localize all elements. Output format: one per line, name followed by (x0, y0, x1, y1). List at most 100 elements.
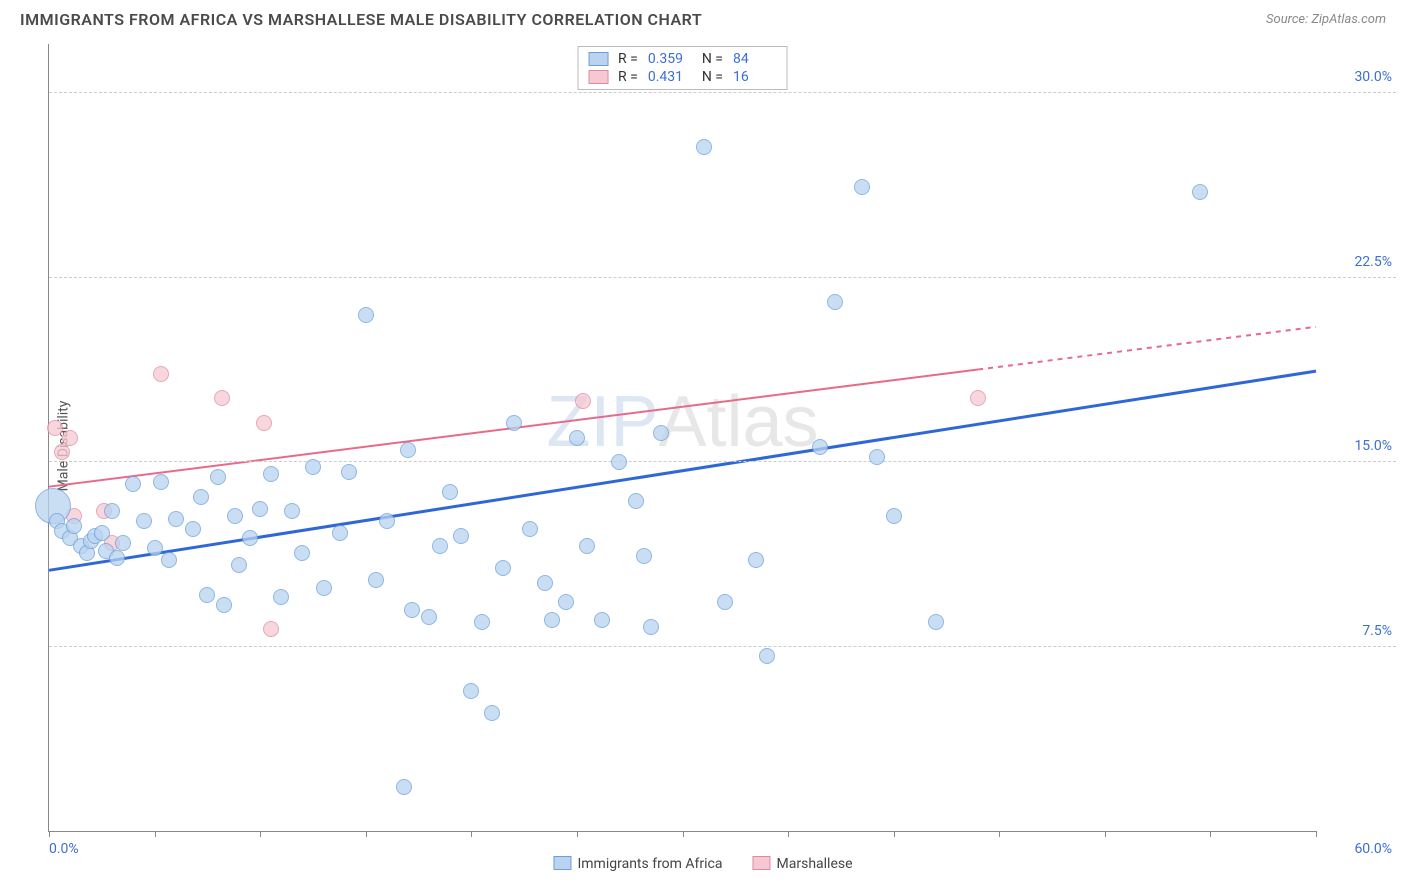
y-tick-label: 7.5% (1332, 623, 1392, 639)
data-point (216, 597, 232, 613)
x-tick (155, 831, 156, 837)
data-point (636, 548, 652, 564)
legend-r-label: R = (618, 69, 638, 85)
data-point (827, 294, 843, 310)
data-point (252, 501, 268, 517)
data-point (812, 439, 828, 455)
trend-lines (49, 44, 1316, 831)
data-point (643, 619, 659, 635)
data-point (54, 444, 70, 460)
data-point (854, 179, 870, 195)
data-point (400, 442, 416, 458)
scatter-chart: ZIPAtlas R =0.359N =84R =0.431N =16 7.5%… (48, 44, 1316, 832)
data-point (199, 587, 215, 603)
legend-swatch (553, 856, 571, 870)
data-point (109, 550, 125, 566)
data-point (759, 648, 775, 664)
data-point (432, 538, 448, 554)
legend-r-label: R = (618, 51, 638, 67)
data-point (1192, 184, 1208, 200)
y-tick-label: 22.5% (1332, 254, 1392, 270)
data-point (231, 557, 247, 573)
data-point (263, 466, 279, 482)
data-point (522, 521, 538, 537)
legend-series: Immigrants from Africa Marshallese (553, 856, 852, 872)
data-point (256, 415, 272, 431)
data-point (537, 575, 553, 591)
legend-label: Immigrants from Africa (577, 856, 722, 872)
x-tick (788, 831, 789, 837)
data-point (558, 594, 574, 610)
x-tick-label: 0.0% (49, 841, 79, 857)
data-point (748, 552, 764, 568)
data-point (115, 535, 131, 551)
data-point (62, 430, 78, 446)
data-point (153, 474, 169, 490)
legend-label: Marshallese (777, 856, 853, 872)
data-point (161, 552, 177, 568)
data-point (294, 545, 310, 561)
data-point (463, 683, 479, 699)
gridline (49, 646, 1396, 647)
data-point (928, 614, 944, 630)
source-label: Source: ZipAtlas.com (1266, 12, 1386, 27)
x-tick (366, 831, 367, 837)
x-tick (683, 831, 684, 837)
data-point (305, 459, 321, 475)
x-tick (49, 831, 50, 837)
data-point (358, 307, 374, 323)
y-tick-label: 30.0% (1332, 69, 1392, 85)
legend-swatch (753, 856, 771, 870)
data-point (242, 530, 258, 546)
data-point (696, 139, 712, 155)
data-point (316, 580, 332, 596)
legend-n-value: 16 (733, 69, 777, 85)
legend-n-value: 84 (733, 51, 777, 67)
data-point (628, 493, 644, 509)
data-point (569, 430, 585, 446)
data-point (474, 614, 490, 630)
x-tick (1316, 831, 1317, 837)
data-point (396, 779, 412, 795)
x-tick-label: 60.0% (1354, 841, 1392, 857)
data-point (442, 484, 458, 500)
x-tick (999, 831, 1000, 837)
data-point (227, 508, 243, 524)
header: IMMIGRANTS FROM AFRICA VS MARSHALLESE MA… (0, 0, 1406, 35)
legend-swatch (588, 52, 608, 66)
data-point (379, 513, 395, 529)
legend-n-label: N = (702, 51, 723, 67)
data-point (717, 594, 733, 610)
legend-stats: R = 0.359 N = 84 R = 0.431 N = 16 (577, 46, 788, 90)
x-tick (471, 831, 472, 837)
data-point (453, 528, 469, 544)
data-point (214, 390, 230, 406)
data-point (125, 476, 141, 492)
gridline (49, 277, 1396, 278)
data-point (970, 390, 986, 406)
gridline (49, 92, 1396, 93)
data-point (210, 469, 226, 485)
data-point (368, 572, 384, 588)
x-tick (1105, 831, 1106, 837)
legend-item: Marshallese (753, 856, 853, 872)
data-point (185, 521, 201, 537)
data-point (495, 560, 511, 576)
data-point (273, 589, 289, 605)
x-tick (894, 831, 895, 837)
data-point (653, 425, 669, 441)
data-point (869, 449, 885, 465)
legend-item: Immigrants from Africa (553, 856, 722, 872)
data-point (579, 538, 595, 554)
data-point (341, 464, 357, 480)
data-point (575, 393, 591, 409)
data-point (147, 540, 163, 556)
data-point (332, 525, 348, 541)
gridline (49, 461, 1396, 462)
legend-r-value: 0.431 (648, 69, 692, 85)
x-tick (1210, 831, 1211, 837)
legend-r-value: 0.359 (648, 51, 692, 67)
data-point (168, 511, 184, 527)
data-point (484, 705, 500, 721)
legend-n-label: N = (702, 69, 723, 85)
